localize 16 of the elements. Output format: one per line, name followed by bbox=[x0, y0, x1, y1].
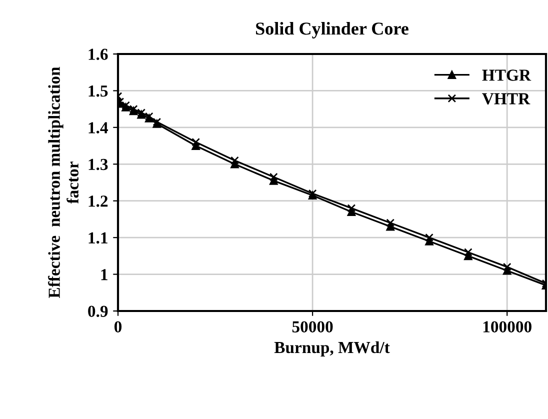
legend-label: HTGR bbox=[482, 70, 532, 81]
y-tick-label: 1.4 bbox=[88, 122, 108, 134]
y-tick-label: 0.9 bbox=[88, 306, 108, 318]
x-axis-title: Burnup, MWd/t bbox=[274, 341, 390, 357]
chart-title: Solid Cylinder Core bbox=[256, 22, 408, 38]
x-tick-label: 50000 bbox=[292, 321, 333, 332]
y-tick-label: 1.3 bbox=[88, 158, 108, 170]
y-tick-label: 1.5 bbox=[88, 85, 108, 97]
y-tick-label: 1 bbox=[101, 269, 108, 280]
x-tick-label: 100000 bbox=[483, 321, 532, 332]
y-tick-label: 1.2 bbox=[88, 196, 108, 207]
x-tick-label: 0 bbox=[114, 321, 122, 332]
y-axis-title: Effective neutron multiplication factor bbox=[48, 66, 79, 298]
legend-label: VHTR bbox=[482, 93, 530, 104]
y-tick-label: 1.1 bbox=[88, 232, 108, 244]
y-tick-label: 1.6 bbox=[88, 48, 108, 60]
